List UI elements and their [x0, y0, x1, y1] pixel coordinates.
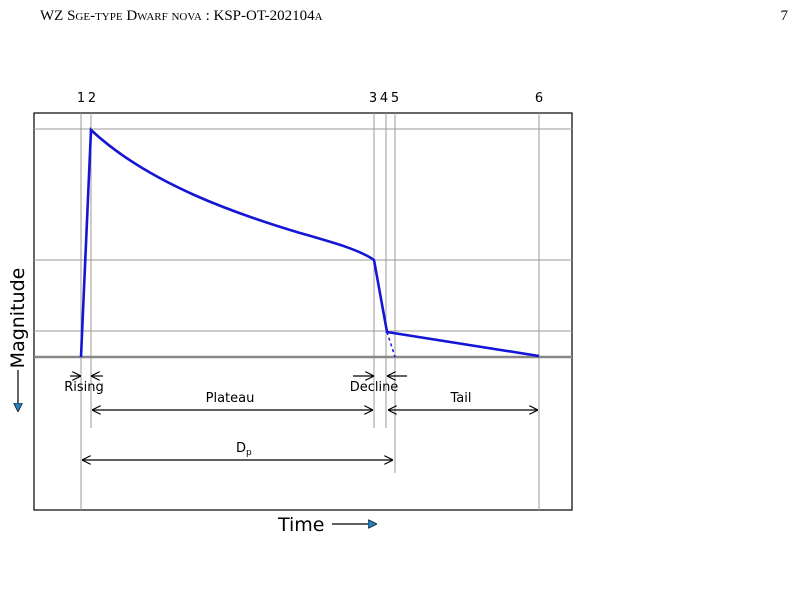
page-number: 7 [781, 8, 789, 24]
phase-label: Tail [450, 391, 472, 406]
duration-label: Dp [236, 441, 252, 458]
plot-frame [33, 112, 573, 511]
y-axis-label: Magnitude [7, 268, 29, 369]
guide-lines [34, 113, 572, 510]
duration-text: D [236, 441, 246, 456]
figure: 1 2 3 4 5 6 Rising Plateau Decline Tail … [7, 91, 573, 536]
phase-label: Plateau [206, 391, 255, 406]
x-axis-label: Time [277, 514, 325, 536]
epoch-label: 6 [535, 91, 543, 106]
epoch-label: 1 [77, 91, 85, 106]
light-curve [79, 127, 540, 358]
epoch-label: 3 [369, 91, 377, 106]
epoch-label: 2 [88, 91, 96, 106]
phase-label: Decline [350, 380, 399, 395]
running-title: WZ Sge-type Dwarf nova : KSP-OT-202104a [40, 8, 323, 24]
epoch-label: 4 [380, 91, 388, 106]
extrapolation [386, 331, 396, 358]
phase-label: Rising [64, 380, 104, 395]
duration-subscript: p [246, 448, 252, 458]
epoch-label: 5 [391, 91, 399, 106]
